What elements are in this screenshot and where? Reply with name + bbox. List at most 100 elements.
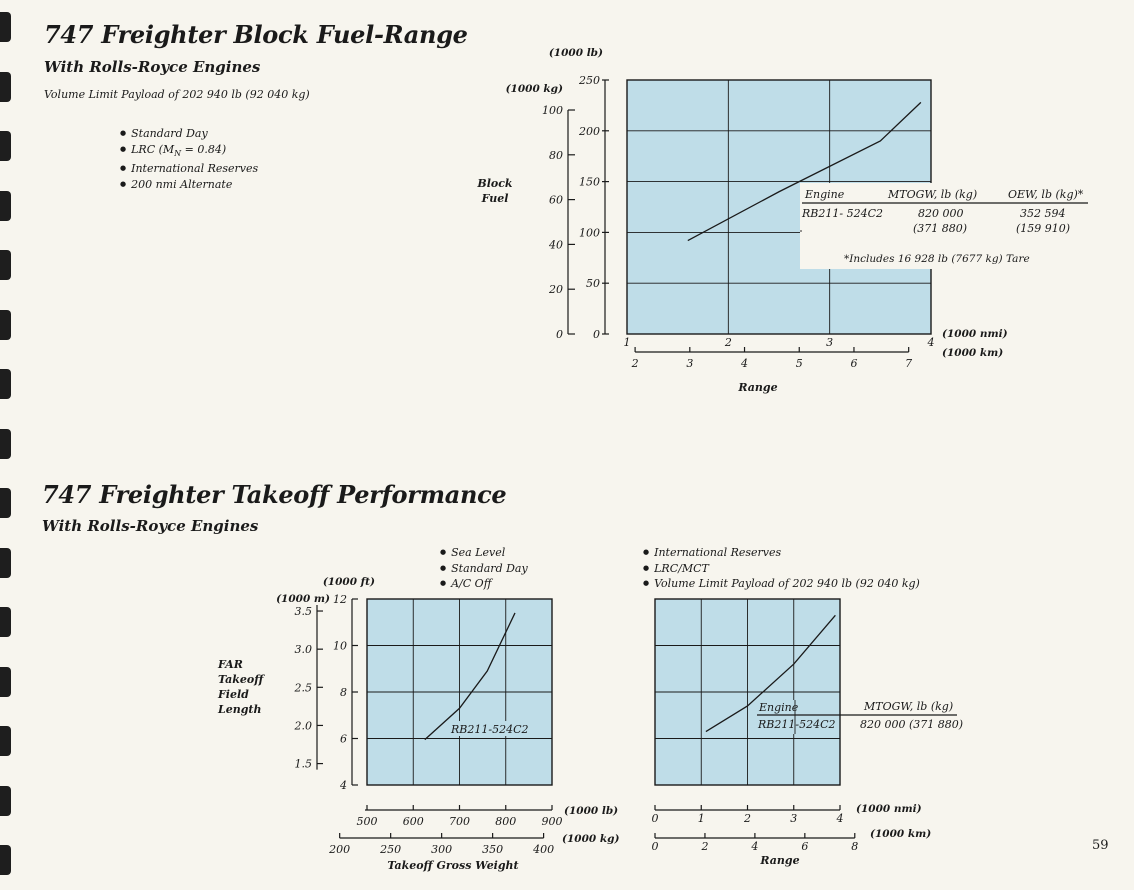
table-backdrop-in-plot (755, 700, 840, 734)
x-axis-label: Range (759, 854, 799, 867)
condition-item: International Reserves (643, 545, 920, 561)
takeoff-conditions-right: International Reserves LRC/MCT Volume Li… (643, 545, 920, 592)
label-backdrop (448, 721, 528, 736)
series-line (424, 612, 516, 741)
x2-tick-label: 400 (532, 843, 554, 856)
y-units-m: (1000 m) (276, 593, 330, 605)
x2-tick-label: 7 (905, 357, 912, 370)
x2-tick-label: 300 (431, 843, 452, 856)
x2-tick-label: 350 (482, 843, 503, 856)
x2-tick-label: 3 (686, 357, 693, 370)
series-line (687, 101, 922, 242)
binding-ring (0, 488, 11, 518)
binding-ring (0, 250, 11, 280)
table-header: Engine (758, 701, 799, 714)
condition-item: Standard Day (440, 561, 528, 577)
y-axis-label: Takeoff (218, 673, 265, 686)
x-axis-label: Takeoff Gross Weight (387, 859, 518, 872)
table-mtogw: 820 000 (371 880) (860, 718, 963, 731)
x-axis-label: Range (737, 381, 777, 394)
x2-tick-label: 2 (700, 840, 708, 853)
x-tick-label: 600 (403, 815, 424, 828)
table-footnote: *Includes 16 928 lb (7677 kg) Tare (844, 253, 1030, 265)
y-axis-label: FAR (217, 658, 243, 671)
table-header: Engine (804, 188, 845, 201)
binding-ring (0, 369, 11, 399)
y2-tick-label: 80 (549, 149, 563, 162)
binding-ring (0, 726, 11, 756)
x2-tick-label: 2 (631, 357, 639, 370)
y-axis-label: Length (217, 703, 262, 716)
y-tick-label: 10 (333, 640, 347, 653)
x-units-nmi: (1000 nmi) (942, 328, 1008, 340)
y2-tick-label: 2.0 (294, 719, 313, 732)
binding-ring (0, 131, 11, 161)
binding-ring (0, 190, 11, 221)
y-tick-label: 12 (333, 593, 347, 606)
y-units-lb: (1000 lb) (549, 47, 603, 59)
x-tick-label: 2 (724, 336, 732, 349)
y-tick-label: 8 (340, 686, 347, 699)
x-tick-label: 500 (357, 815, 378, 828)
y-tick-label: 250 (578, 74, 600, 87)
y-tick-label: 150 (579, 176, 600, 189)
binding-ring (0, 309, 11, 340)
x2-tick-label: 8 (851, 840, 858, 853)
table-mtogw-lb: 820 000 (918, 207, 964, 220)
y-axis-label: Block (476, 177, 513, 190)
x-tick-label: 2 (743, 812, 751, 825)
condition-item: Sea Level (440, 545, 528, 561)
table-mtogw-kg: (371 880) (913, 222, 967, 235)
x2-tick-label: 250 (379, 843, 401, 856)
x2-tick-label: 6 (801, 840, 808, 853)
y-tick-label: 50 (586, 277, 600, 290)
x-tick-label: 3 (826, 336, 833, 349)
table-engine: RB211- 524C2 (801, 207, 883, 220)
payload-note: Volume Limit Payload of 202 940 lb (92 0… (44, 88, 310, 101)
takeoff-title: 747 Freighter Takeoff Performance (42, 480, 507, 509)
x-tick-label: 4 (836, 812, 844, 825)
y-tick-label: 200 (578, 125, 600, 138)
y2-tick-label: 20 (548, 283, 563, 296)
x-units-km: (1000 km) (942, 347, 1003, 359)
x-tick-label: 1 (624, 336, 631, 349)
condition-item: International Reserves (120, 161, 258, 177)
y2-tick-label: 3.5 (295, 605, 313, 618)
y-axis-label: Field (217, 688, 249, 701)
table-header: OEW, lb (kg)* (1008, 188, 1084, 201)
x-tick-label: 800 (495, 815, 516, 828)
binding-ring (0, 71, 11, 102)
binding-ring (0, 785, 11, 816)
series-label: RB211-524C2 (450, 723, 529, 736)
y-tick-label: 4 (339, 779, 347, 792)
table-header: MTOGW, lb (kg) (887, 188, 977, 201)
x2-tick-label: 4 (740, 357, 748, 370)
block-fuel-title: 747 Freighter Block Fuel-Range (44, 20, 468, 49)
condition-item: Volume Limit Payload of 202 940 lb (92 0… (643, 576, 920, 592)
block-fuel-conditions: Standard Day LRC (MN = 0.84) Internation… (120, 126, 258, 192)
y2-tick-label: 1.5 (295, 758, 313, 771)
x-units-km: (1000 km) (870, 828, 931, 840)
condition-item: LRC/MCT (643, 561, 920, 577)
y-axis-label: Fuel (481, 192, 509, 205)
takeoff-conditions-left: Sea Level Standard Day A/C Off (440, 545, 528, 592)
y-units-ft: (1000 ft) (323, 576, 375, 588)
series-line (705, 614, 836, 733)
binding-ring (0, 547, 11, 578)
table-backdrop (800, 183, 1090, 269)
x-units-kg: (1000 kg) (562, 833, 619, 845)
y2-tick-label: 2.5 (294, 681, 313, 694)
x-units-lb: (1000 lb) (564, 805, 618, 817)
y-tick-label: 0 (593, 328, 600, 341)
x2-tick-label: 200 (328, 843, 350, 856)
y2-tick-label: 40 (548, 238, 563, 251)
binding-ring (0, 12, 11, 42)
x-tick-label: 900 (542, 815, 563, 828)
table-oew-lb: 352 594 (1020, 207, 1066, 220)
x2-tick-label: 6 (850, 357, 857, 370)
x2-tick-label: 5 (796, 357, 803, 370)
condition-item: A/C Off (440, 576, 528, 592)
table-oew-kg: (159 910) (1016, 222, 1070, 235)
x-units-nmi: (1000 nmi) (856, 803, 922, 815)
